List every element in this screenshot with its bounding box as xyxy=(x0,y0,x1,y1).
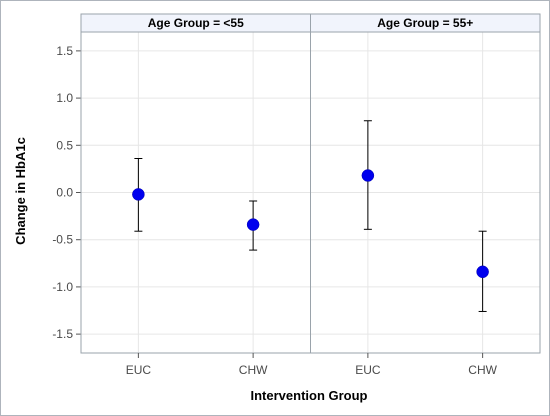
x-tick-label: EUC xyxy=(126,363,152,377)
y-tick-labels: 1.5 1.0 0.5 0.0 -0.5 -1.0 -1.5 xyxy=(52,44,81,341)
y-tick-label: 1.5 xyxy=(56,44,73,58)
y-tick-label: 0.5 xyxy=(56,138,73,152)
panel-2: Age Group = 55+ EUC CHW xyxy=(310,13,541,377)
data-point xyxy=(246,218,260,231)
panels: Age Group = <55 EUC CHW Age Group = 55+ EUC C… xyxy=(80,13,541,377)
y-tick-label: 1.0 xyxy=(56,91,73,105)
x-tick-label: CHW xyxy=(239,363,268,377)
x-tick-label: EUC xyxy=(355,363,381,377)
y-axis-label: Change in HbA1c xyxy=(13,137,28,245)
panel-title: Age Group = 55+ xyxy=(377,16,473,30)
y-tick-label: -1.5 xyxy=(52,327,73,341)
y-tick-label: 0.0 xyxy=(56,186,73,200)
panel-1: Age Group = <55 EUC CHW xyxy=(80,13,311,377)
x-tick-label: CHW xyxy=(468,363,497,377)
data-point xyxy=(132,188,145,201)
panel-title: Age Group = <55 xyxy=(148,16,244,30)
x-axis-label: Intervention Group xyxy=(251,388,368,403)
data-point xyxy=(476,265,489,279)
y-tick-label: -1.0 xyxy=(52,280,73,294)
y-tick-label: -0.5 xyxy=(52,233,73,247)
panel-frame xyxy=(310,31,541,354)
data-point xyxy=(361,169,375,182)
